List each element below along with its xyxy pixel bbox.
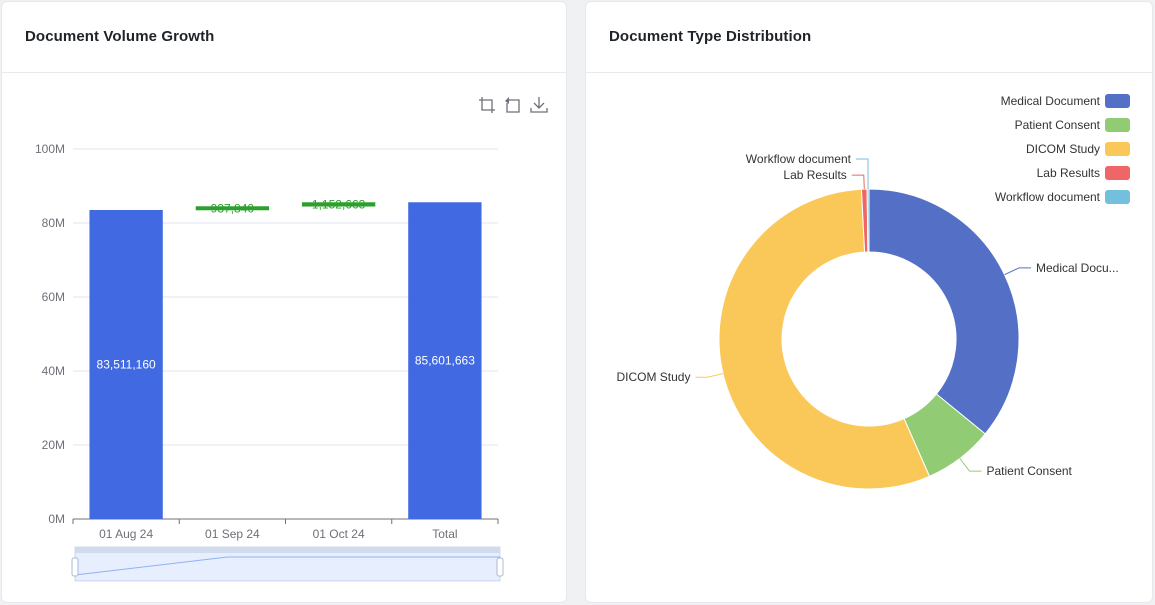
bar-value-label: 1,152,663: [312, 197, 366, 211]
donut-chart: Medical Docu... Patient Consent DICOM Stud…: [616, 94, 1130, 490]
card-title: Document Volume Growth: [25, 28, 215, 45]
pie-slice-label: DICOM Study: [616, 370, 690, 384]
card-header: Document Type Distribution: [586, 2, 1152, 73]
card-title: Document Type Distribution: [609, 28, 812, 45]
legend-label: Workflow document: [995, 190, 1101, 204]
pie-slice: [868, 188, 1020, 435]
legend-label: Lab Results: [1037, 166, 1100, 180]
bar-value-label: 83,511,160: [97, 358, 156, 372]
chart-toolbox: [478, 96, 548, 114]
pie-leader-line: [959, 458, 982, 472]
legend-swatch: [1105, 166, 1130, 180]
legend-swatch: [1105, 142, 1130, 156]
document-type-card: Document Type Distribution Medical Docu.…: [585, 1, 1153, 603]
datazoom-preview-line: [74, 556, 500, 576]
pie-leader-line: [851, 174, 865, 190]
y-tick-label: 20M: [42, 438, 65, 452]
datazoom-top-bar: [75, 547, 500, 553]
y-tick-label: 40M: [42, 364, 65, 378]
restore-icon[interactable]: [504, 96, 522, 114]
legend-swatch: [1105, 94, 1130, 108]
x-tick-label: 01 Aug 24: [99, 527, 153, 541]
growth-bar: [301, 202, 376, 207]
x-tick-label: 01 Sep 24: [205, 527, 260, 541]
legend-swatch: [1105, 190, 1130, 204]
y-tick-label: 60M: [42, 290, 65, 304]
zoom-select-icon[interactable]: [478, 96, 496, 114]
y-tick-label: 0M: [48, 512, 65, 526]
datazoom-handle: [71, 557, 79, 577]
bar-chart: 0M 20M 40M 60M 80M 100M 01 Aug 24 01 Sep 24 01 O…: [35, 142, 504, 582]
pie-leader-line: [1004, 267, 1031, 276]
volume-bar: [89, 210, 163, 519]
y-tick-label: 80M: [42, 216, 65, 230]
legend-swatch: [1105, 118, 1130, 132]
pie-slice-label: Medical Docu...: [1036, 261, 1119, 275]
pie-slice: [866, 188, 870, 253]
x-tick-label: Total: [432, 527, 457, 541]
x-tick-label: 01 Oct 24: [313, 527, 365, 541]
volume-bar: [408, 202, 482, 519]
pie-slice-label: Workflow document: [746, 152, 852, 166]
pie-slice-label: Lab Results: [783, 168, 846, 182]
bar-value-label: 937,840: [211, 201, 255, 215]
pie-slice: [718, 188, 931, 490]
legend-label: Patient Consent: [1015, 118, 1101, 132]
pie-leader-line: [695, 373, 724, 378]
document-volume-card: Document Volume Growth 0M 20M 40M 60M 80M 100…: [1, 1, 567, 603]
legend-label: Medical Document: [1001, 94, 1101, 108]
pie-leader-line: [855, 158, 869, 190]
y-tick-label: 100M: [35, 142, 65, 156]
pie-slice-label: Patient Consent: [987, 464, 1073, 478]
download-icon[interactable]: [530, 96, 548, 114]
growth-bar: [195, 206, 270, 211]
bar-value-label: 85,601,663: [415, 354, 475, 368]
legend-label: DICOM Study: [1026, 142, 1100, 156]
card-header: Document Volume Growth: [2, 2, 566, 73]
datazoom-handle: [496, 557, 504, 577]
